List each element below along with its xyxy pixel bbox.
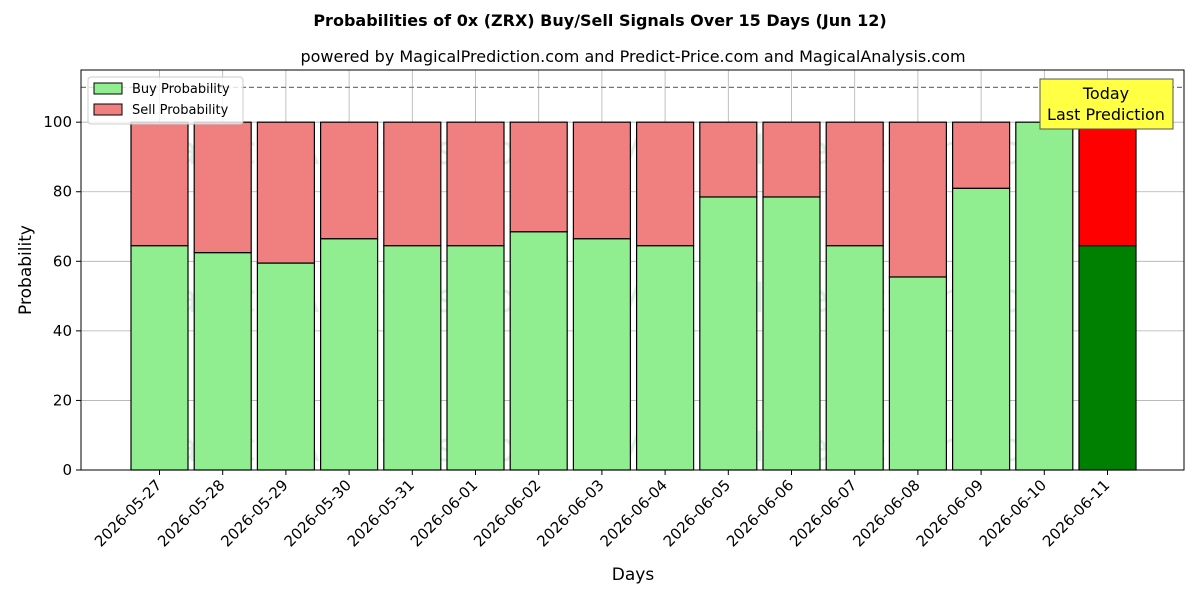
y-tick-label: 0	[62, 461, 72, 479]
bar-sell	[320, 121, 379, 240]
legend-buy-label: Buy Probability	[132, 82, 230, 97]
bar-buy	[572, 238, 632, 471]
bar-sell	[951, 121, 1011, 189]
bar-sell	[888, 121, 948, 278]
bar-buy	[635, 245, 695, 471]
annotation-box	[1039, 78, 1174, 130]
annotation-line2: Last Prediction	[1047, 105, 1165, 124]
y-tick-label: 60	[53, 252, 72, 270]
bar-sell	[256, 121, 315, 264]
plot-frame	[80, 69, 1185, 471]
bar-sell	[762, 121, 821, 198]
bar-buy	[320, 238, 379, 471]
bars	[130, 121, 1137, 471]
bar-sell	[699, 121, 758, 198]
y-axis-label: Probability	[16, 225, 36, 315]
today-annotation: Today Last Prediction	[1039, 78, 1174, 130]
legend-sell-swatch	[93, 103, 123, 116]
bar-sell	[446, 121, 505, 247]
bar-buy	[256, 262, 315, 471]
bar-buy	[762, 196, 821, 471]
y-tick-label: 100	[43, 113, 72, 131]
bar-buy	[383, 245, 442, 471]
legend-box	[87, 76, 244, 125]
chart-title: Probabilities of 0x (ZRX) Buy/Sell Signa…	[313, 11, 886, 30]
bar-buy	[888, 276, 948, 471]
y-tick-label: 40	[53, 322, 72, 340]
bar-sell	[635, 121, 695, 247]
bar-sell	[130, 121, 189, 247]
bar-sell	[509, 121, 568, 233]
bar-buy	[509, 231, 568, 471]
bar-buy	[193, 252, 252, 471]
bar-buy	[1015, 121, 1074, 471]
annotation-line1: Today	[1082, 84, 1129, 103]
bar-buy	[130, 245, 189, 471]
x-axis-label: Days	[612, 565, 655, 585]
bar-sell	[1078, 121, 1137, 247]
bar-buy	[1078, 245, 1137, 471]
legend-buy-swatch	[93, 82, 123, 95]
y-ticks: 0 20 40 60 80 100	[43, 113, 81, 479]
bar-buy	[825, 245, 884, 471]
bar-sell	[825, 121, 884, 247]
bar-sell	[383, 121, 442, 247]
bar-sell	[572, 121, 632, 240]
legend-sell-label: Sell Probability	[132, 103, 229, 118]
bar-sell	[193, 121, 252, 254]
bar-buy	[699, 196, 758, 471]
y-tick-label: 80	[53, 183, 72, 201]
legend: Buy Probability Sell Probability	[87, 76, 244, 125]
bar-buy	[951, 187, 1011, 471]
y-tick-label: 20	[53, 391, 72, 409]
chart-subtitle: powered by MagicalPrediction.com and Pre…	[300, 47, 965, 66]
bar-buy	[446, 245, 505, 471]
